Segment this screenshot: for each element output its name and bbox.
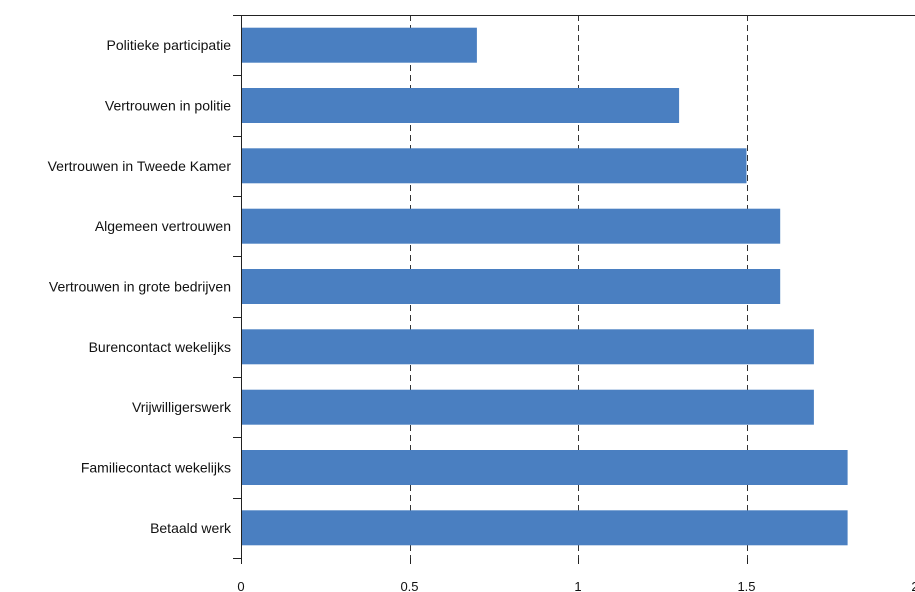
bar bbox=[241, 389, 814, 425]
x-tick-label: 1 bbox=[574, 579, 581, 592]
bar bbox=[241, 450, 848, 485]
bars bbox=[241, 27, 848, 546]
category-label: Vertrouwen in Tweede Kamer bbox=[48, 158, 232, 174]
axes bbox=[233, 15, 915, 564]
x-tick-label: 2 bbox=[911, 579, 915, 592]
x-tick-label: 0 bbox=[237, 579, 244, 592]
x-tick-label: 0.5 bbox=[400, 579, 418, 592]
x-tick-label: 1.5 bbox=[737, 579, 755, 592]
bar bbox=[241, 269, 781, 304]
bar bbox=[241, 329, 814, 365]
category-label: Vrijwilligerswerk bbox=[132, 399, 232, 415]
category-label: Vertrouwen in politie bbox=[105, 98, 231, 114]
category-label: Familiecontact wekelijks bbox=[81, 460, 231, 476]
bar bbox=[241, 148, 747, 184]
bar bbox=[241, 510, 848, 546]
bar bbox=[241, 88, 680, 123]
category-label: Algemeen vertrouwen bbox=[95, 218, 231, 234]
category-label: Politieke participatie bbox=[106, 37, 231, 53]
category-label: Burencontact wekelijks bbox=[89, 339, 231, 355]
x-tick-labels: 0 0.5 1 1.5 2 bbox=[237, 579, 915, 592]
category-label: Vertrouwen in grote bedrijven bbox=[49, 279, 231, 295]
bar bbox=[241, 27, 477, 63]
category-label: Betaald werk bbox=[150, 520, 232, 536]
bar bbox=[241, 208, 781, 244]
category-labels: Politieke participatie Vertrouwen in poli… bbox=[48, 37, 232, 536]
